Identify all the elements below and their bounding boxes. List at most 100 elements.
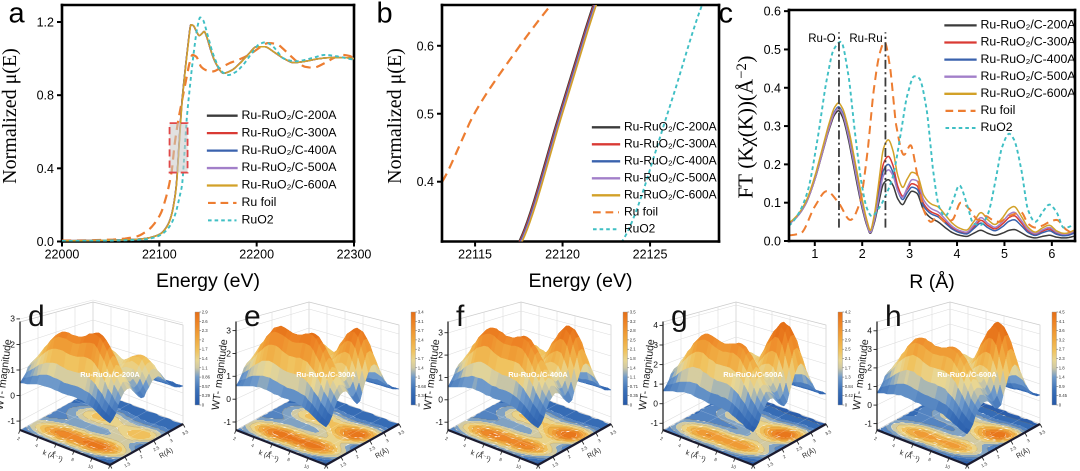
svg-text:0.34: 0.34: [418, 393, 427, 398]
svg-text:0.5: 0.5: [417, 107, 434, 121]
svg-text:2.5: 2.5: [795, 445, 803, 453]
svg-text:3: 3: [169, 438, 174, 444]
svg-text:1.3: 1.3: [845, 375, 852, 380]
svg-text:10: 10: [515, 463, 522, 470]
svg-text:2.5: 2.5: [845, 347, 852, 352]
svg-text:4.1: 4.1: [1059, 319, 1066, 324]
svg-text:3.5: 3.5: [824, 429, 832, 437]
svg-text:0.8: 0.8: [37, 89, 54, 103]
svg-text:2: 2: [232, 436, 237, 442]
svg-text:4.5: 4.5: [1059, 310, 1066, 315]
svg-text:1.8: 1.8: [1059, 365, 1066, 370]
svg-text:3: 3: [1026, 438, 1031, 444]
svg-text:3.5: 3.5: [609, 429, 617, 437]
svg-text:2.5: 2.5: [1009, 445, 1017, 453]
svg-text:g: g: [671, 300, 688, 333]
svg-text:0: 0: [438, 395, 443, 405]
svg-text:1.4: 1.4: [202, 356, 209, 361]
svg-text:6: 6: [695, 450, 700, 456]
svg-text:22000: 22000: [45, 248, 80, 262]
svg-text:4: 4: [34, 443, 39, 449]
svg-text:1: 1: [418, 375, 421, 380]
svg-text:2.5: 2.5: [630, 337, 637, 342]
svg-text:0: 0: [653, 399, 658, 409]
svg-text:2.5: 2.5: [580, 445, 588, 453]
svg-text:2.5: 2.5: [368, 445, 376, 453]
svg-text:Ru-Ru: Ru-Ru: [849, 33, 882, 45]
svg-text:2: 2: [659, 436, 664, 442]
svg-text:8: 8: [498, 457, 503, 463]
svg-text:h: h: [885, 300, 902, 333]
svg-text:0.42: 0.42: [845, 393, 854, 398]
svg-text:2.3: 2.3: [1059, 356, 1066, 361]
svg-text:3.4: 3.4: [845, 328, 852, 333]
svg-text:3: 3: [867, 344, 872, 354]
svg-text:3: 3: [385, 438, 390, 444]
svg-text:Ru-RuO₂/C-200A: Ru-RuO₂/C-200A: [242, 108, 338, 122]
svg-text:0: 0: [867, 400, 872, 410]
svg-text:-1: -1: [7, 416, 15, 426]
svg-text:3.1: 3.1: [418, 319, 425, 324]
svg-text:Ru-RuO₂/C-300A: Ru-RuO₂/C-300A: [981, 35, 1077, 49]
svg-text:2.4: 2.4: [418, 337, 425, 342]
svg-text:1.4: 1.4: [630, 365, 637, 370]
svg-text:2.9: 2.9: [202, 310, 209, 315]
svg-text:F T ( K: F T ( K χ ( K ) ) ( Å ) − 2: [733, 52, 758, 199]
svg-text:3: 3: [438, 328, 443, 338]
svg-text:0.2: 0.2: [764, 158, 781, 172]
svg-text:3.4: 3.4: [418, 310, 425, 315]
svg-text:3: 3: [10, 314, 15, 324]
svg-text:2: 2: [139, 454, 144, 460]
svg-text:-1: -1: [223, 417, 231, 427]
svg-text:RuO2: RuO2: [981, 120, 1013, 134]
svg-text:2: 2: [438, 350, 443, 360]
svg-text:6: 6: [909, 450, 914, 456]
svg-text:4: 4: [867, 326, 872, 336]
svg-text:0.0: 0.0: [37, 235, 54, 249]
svg-text:2: 2: [867, 363, 872, 373]
svg-text:22120: 22120: [545, 248, 580, 262]
svg-text:0.4: 0.4: [764, 81, 781, 95]
svg-text:0: 0: [226, 394, 231, 404]
svg-text:Ru-RuO₂/C-600A: Ru-RuO₂/C-600A: [937, 370, 997, 379]
svg-text:2.9: 2.9: [845, 337, 852, 342]
svg-text:Ru-RuO₂/C-500A: Ru-RuO₂/C-500A: [624, 170, 717, 184]
svg-text:22200: 22200: [239, 248, 274, 262]
svg-text:R(Å): R(Å): [800, 445, 817, 460]
svg-text:8: 8: [713, 457, 718, 463]
svg-text:f: f: [456, 300, 465, 333]
svg-text:Ru foil: Ru foil: [624, 204, 658, 218]
svg-text:2.1: 2.1: [630, 347, 637, 352]
svg-text:Ru-RuO₂/C-300A: Ru-RuO₂/C-300A: [624, 136, 717, 150]
svg-text:0.86: 0.86: [202, 375, 211, 380]
svg-text:k (Å⁻¹): k (Å⁻¹): [258, 448, 281, 464]
svg-text:22115: 22115: [458, 248, 492, 262]
svg-text:2: 2: [444, 436, 449, 442]
svg-text:4: 4: [891, 443, 896, 449]
svg-text:d: d: [28, 300, 45, 333]
svg-text:4: 4: [653, 320, 658, 330]
svg-text:Ru-RuO₂/C-600A: Ru-RuO₂/C-600A: [242, 178, 338, 192]
svg-text:R(Å): R(Å): [157, 445, 174, 460]
svg-text:1: 1: [653, 379, 658, 389]
svg-text:2.3: 2.3: [202, 328, 209, 333]
svg-text:0.29: 0.29: [202, 393, 211, 398]
svg-text:10: 10: [303, 463, 310, 470]
svg-text:0.4: 0.4: [417, 175, 434, 189]
svg-text:2.6: 2.6: [202, 319, 209, 324]
svg-text:2.7: 2.7: [418, 328, 425, 333]
svg-text:4: 4: [677, 443, 682, 449]
svg-text:8: 8: [70, 457, 75, 463]
svg-text:1: 1: [867, 381, 872, 391]
svg-text:22100: 22100: [142, 248, 177, 262]
svg-text:4: 4: [250, 443, 255, 449]
svg-text:2: 2: [202, 337, 205, 342]
svg-text:R (Å): R (Å): [909, 270, 955, 293]
svg-text:0.4: 0.4: [37, 162, 54, 176]
svg-text:2.8: 2.8: [630, 328, 637, 333]
svg-text:2: 2: [226, 348, 231, 358]
svg-text:Normalized μ(E): Normalized μ(E): [384, 48, 406, 184]
svg-text:Ru-RuO₂/C-400A: Ru-RuO₂/C-400A: [981, 52, 1077, 66]
svg-text:1: 1: [10, 365, 15, 375]
svg-text:22300: 22300: [337, 248, 372, 262]
